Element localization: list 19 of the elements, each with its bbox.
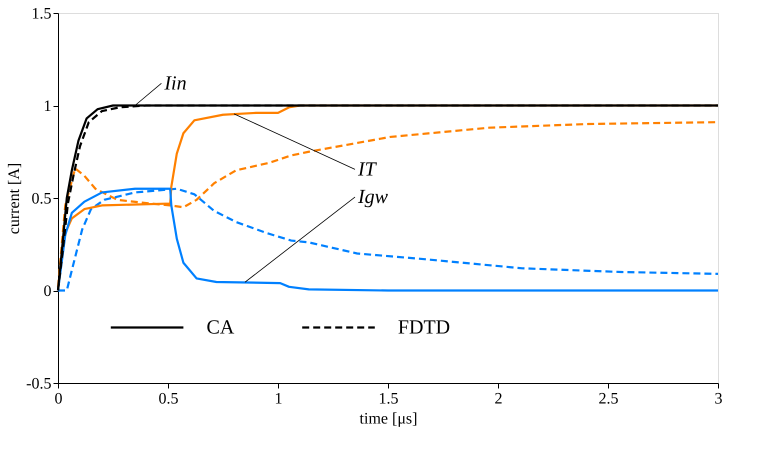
y-tick-label: 0	[44, 283, 52, 300]
x-tick-label: 1	[274, 390, 282, 408]
y-axis-title: current [A]	[6, 162, 24, 234]
x-tick-label: 2.5	[598, 390, 618, 408]
x-axis-title: time [μs]	[360, 410, 418, 428]
legend-label: FDTD	[398, 316, 450, 338]
y-tick-label: 1.5	[32, 6, 52, 22]
annotation: Iin	[163, 72, 187, 94]
x-tick-label: 2	[494, 390, 502, 408]
y-tick-label: 1	[44, 98, 52, 115]
x-tick-label: 0	[54, 390, 62, 408]
x-tick-label: 3	[714, 390, 722, 408]
annotation: IT	[357, 158, 378, 180]
y-tick-label: 0.5	[32, 190, 52, 208]
x-tick-label: 0.5	[158, 390, 178, 408]
legend-label: CA	[206, 316, 235, 338]
y-tick-label: -0.5	[26, 376, 52, 392]
annotation: Igw	[357, 186, 389, 208]
x-tick-label: 1.5	[378, 390, 398, 408]
